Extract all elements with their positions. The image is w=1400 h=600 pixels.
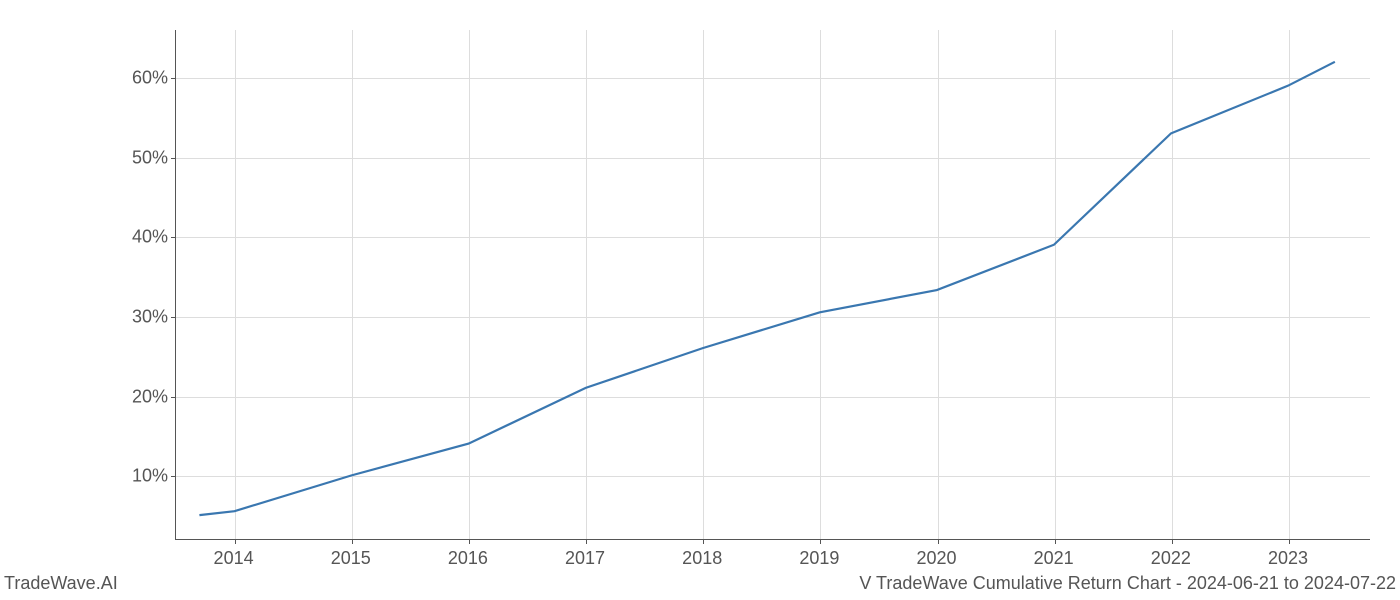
x-tick-label: 2014 [214, 548, 254, 569]
y-tick-label: 50% [132, 147, 168, 168]
plot-area [175, 30, 1370, 540]
line-chart-svg [176, 30, 1370, 539]
y-tick-label: 30% [132, 306, 168, 327]
x-tick-label: 2018 [682, 548, 722, 569]
x-tick [469, 539, 470, 544]
x-tick-label: 2019 [799, 548, 839, 569]
x-tick [938, 539, 939, 544]
x-tick [820, 539, 821, 544]
x-tick-label: 2016 [448, 548, 488, 569]
x-tick [1055, 539, 1056, 544]
x-tick [235, 539, 236, 544]
x-tick-label: 2023 [1268, 548, 1308, 569]
x-tick [703, 539, 704, 544]
x-tick-label: 2017 [565, 548, 605, 569]
x-tick-label: 2015 [331, 548, 371, 569]
chart-container [175, 30, 1370, 540]
x-tick-label: 2022 [1151, 548, 1191, 569]
return-line [199, 62, 1334, 515]
x-tick [586, 539, 587, 544]
y-tick-label: 10% [132, 466, 168, 487]
footer-right-text: V TradeWave Cumulative Return Chart - 20… [859, 573, 1396, 594]
x-tick [1289, 539, 1290, 544]
y-tick-label: 60% [132, 67, 168, 88]
x-tick-label: 2021 [1034, 548, 1074, 569]
y-tick-label: 40% [132, 227, 168, 248]
x-tick-label: 2020 [916, 548, 956, 569]
x-tick [352, 539, 353, 544]
y-tick-label: 20% [132, 386, 168, 407]
footer-left-text: TradeWave.AI [4, 573, 118, 594]
x-tick [1172, 539, 1173, 544]
